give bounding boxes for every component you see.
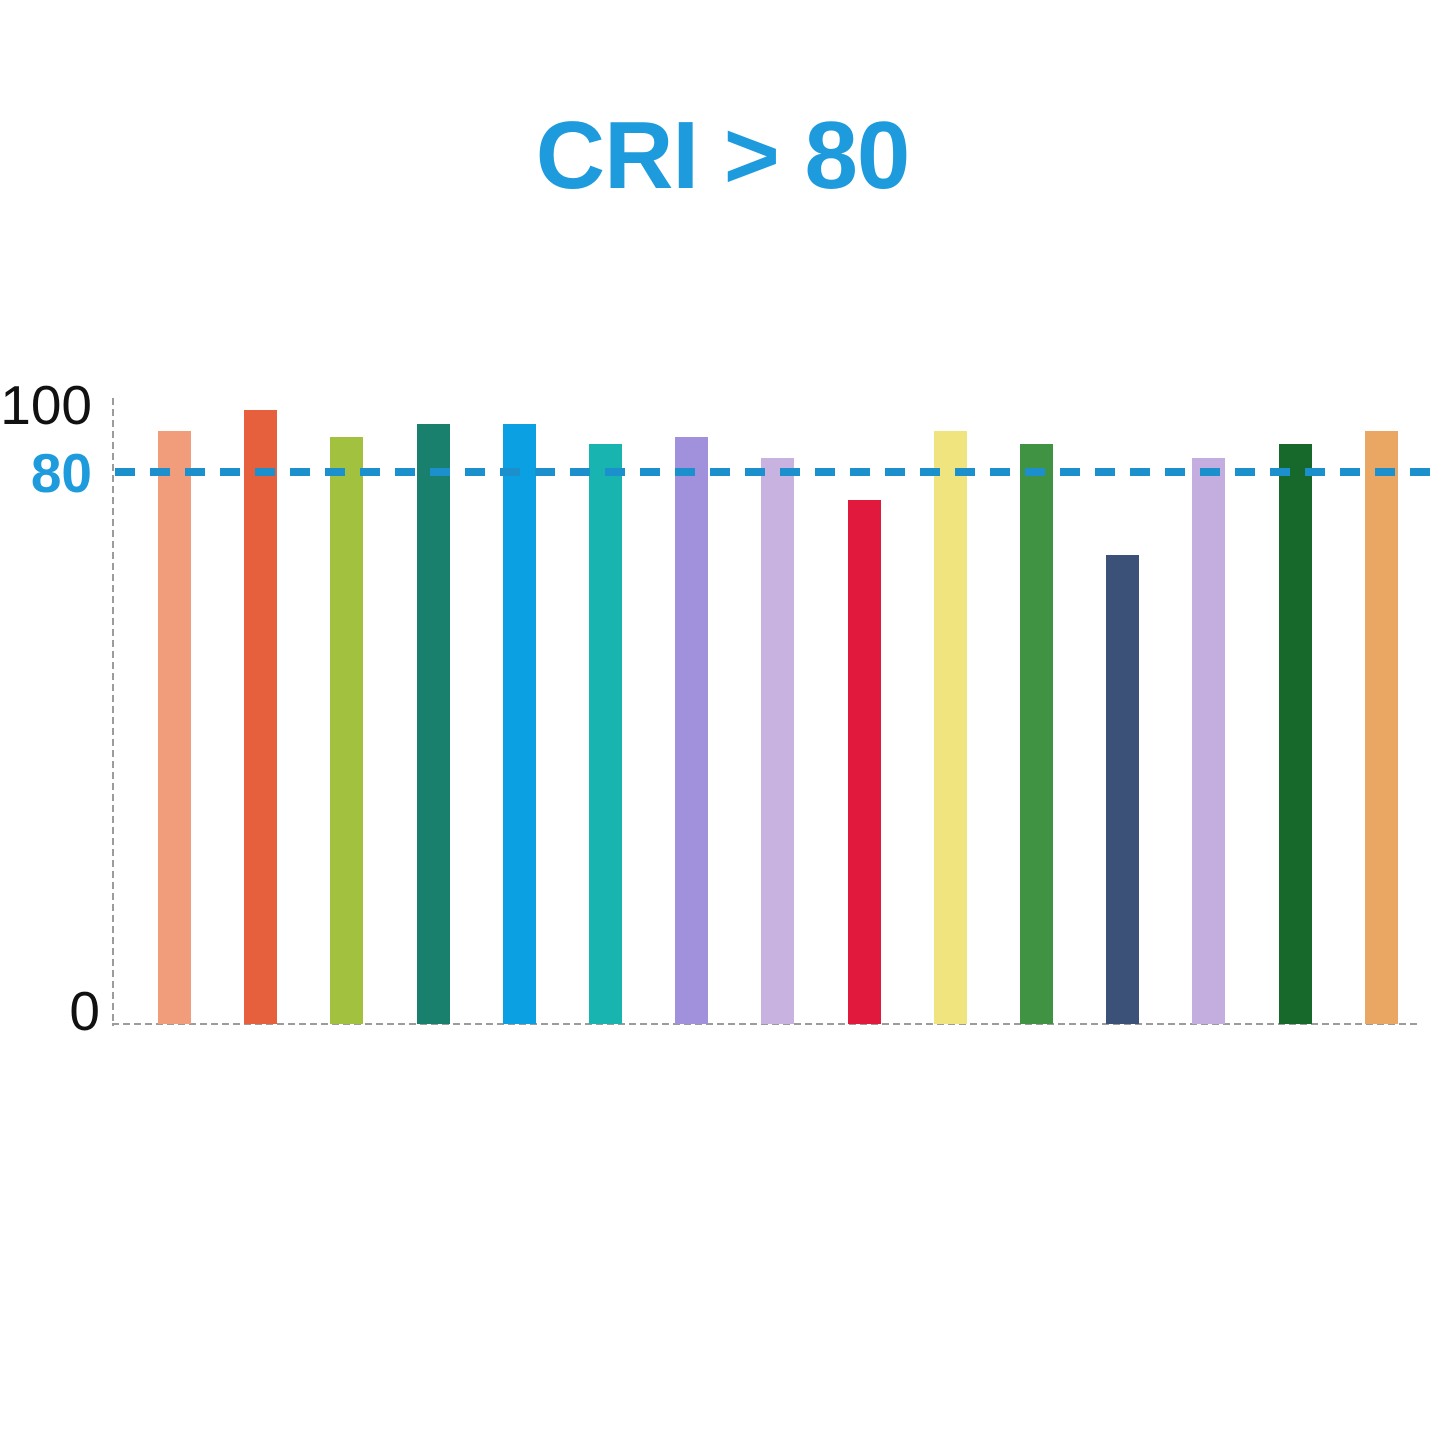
bar-2 bbox=[244, 410, 277, 1024]
bar-12 bbox=[1106, 555, 1139, 1024]
bar-4 bbox=[417, 424, 450, 1024]
bar-9 bbox=[848, 500, 881, 1024]
bar-6 bbox=[589, 444, 622, 1024]
bar-5 bbox=[503, 424, 536, 1024]
bar-13 bbox=[1192, 458, 1225, 1024]
bar-11 bbox=[1020, 444, 1053, 1024]
bar-15 bbox=[1365, 431, 1398, 1024]
reference-line-80 bbox=[115, 468, 1445, 476]
chart-title: CRI > 80 bbox=[535, 102, 911, 209]
bar-8 bbox=[761, 458, 794, 1024]
y-tick-label-0: 0 bbox=[69, 980, 100, 1042]
y-tick-label-80: 80 bbox=[30, 442, 92, 504]
bar-1 bbox=[158, 431, 191, 1024]
bar-14 bbox=[1279, 444, 1312, 1024]
y-tick-label-100: 100 bbox=[0, 374, 92, 436]
y-axis-dashed-line bbox=[112, 398, 114, 1026]
bar-3 bbox=[330, 437, 363, 1024]
bar-10 bbox=[934, 431, 967, 1024]
x-baseline-dashed-line bbox=[112, 1023, 1420, 1025]
bar-7 bbox=[675, 437, 708, 1024]
